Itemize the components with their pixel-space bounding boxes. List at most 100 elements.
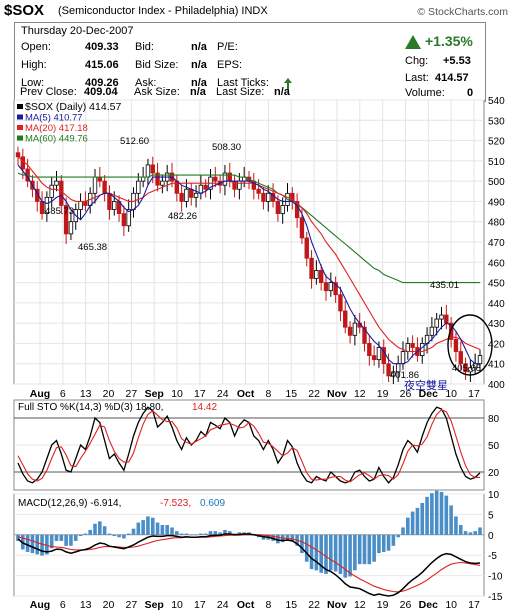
prev-close-value: 409.04 — [84, 86, 118, 98]
candle-body — [121, 213, 127, 227]
quote-date: Thursday 20-Dec-2007 — [21, 25, 134, 37]
macd-histogram-bar — [425, 496, 429, 535]
candle-body — [140, 176, 146, 182]
candle-body — [63, 205, 69, 235]
macd-histogram-bar — [194, 534, 198, 536]
macd-histogram-bar — [300, 534, 304, 554]
macd-tick-label: 0 — [488, 531, 494, 542]
macd-histogram-bar — [333, 534, 338, 572]
price-x-tick-label: Nov — [327, 388, 347, 400]
candle-body — [237, 180, 242, 190]
macd-histogram-bar — [35, 534, 40, 555]
price-tick-label: 480 — [488, 218, 505, 229]
macd-histogram-bar — [141, 520, 145, 535]
macd-histogram-bar — [203, 533, 208, 535]
macd-histogram-bar — [126, 533, 131, 535]
macd-histogram-bar — [473, 531, 477, 535]
macd-histogram-bar — [213, 531, 218, 535]
price-annotation: 435.01 — [430, 280, 459, 291]
low-label: Low: — [21, 77, 45, 89]
macd-histogram-bar — [179, 533, 184, 535]
macd-histogram-bar — [184, 533, 189, 535]
macd-x-tick-label: 17 — [194, 599, 206, 611]
macd-x-tick-label: 24 — [217, 599, 229, 611]
price-x-tick-label: Aug — [30, 388, 50, 400]
macd-histogram-bar — [434, 490, 439, 535]
candle-body — [78, 201, 83, 210]
symbol-title: $SOX — [4, 2, 45, 19]
last-label: Last: — [405, 72, 429, 84]
bid-value: n/a — [191, 41, 207, 53]
candle-body — [367, 343, 372, 356]
candle-body — [328, 282, 334, 292]
macd-histogram-bar — [338, 534, 343, 574]
price-x-tick-label: 20 — [103, 388, 115, 400]
price-x-tick-label: 10 — [445, 388, 457, 400]
macd-legend-label: MACD(12,26,9) -6.914, — [18, 498, 121, 509]
price-tick-label: 440 — [488, 299, 505, 310]
up-tick-icon — [284, 78, 292, 90]
price-x-tick-label: 22 — [308, 388, 320, 400]
lastsize-value: n/a — [274, 86, 290, 98]
macd-histogram-bar — [401, 527, 405, 535]
price-x-tick-label: 24 — [217, 388, 229, 400]
candle-body — [160, 180, 165, 186]
bidsize-label: Bid Size: — [135, 59, 179, 71]
macd-histogram-bar — [304, 534, 309, 562]
macd-x-tick-label: Sep — [145, 599, 164, 611]
macd-tick-label: -5 — [488, 551, 497, 562]
macd-histogram-bar — [112, 534, 117, 537]
candle-body — [92, 176, 98, 194]
sto-legend-value: 14.42 — [192, 402, 217, 413]
macd-histogram-bar — [189, 534, 194, 536]
candle-body — [145, 164, 151, 178]
macd-histogram-bar — [223, 529, 227, 535]
overlay-caption: 夜空雙星 — [404, 378, 448, 392]
macd-histogram-bar — [420, 502, 425, 535]
price-x-tick-label: 17 — [468, 388, 480, 400]
macd-histogram-bar — [227, 531, 232, 535]
price-x-tick-label: 27 — [126, 388, 138, 400]
candle-body — [347, 326, 353, 336]
prev-close-label: Prev Close: — [20, 86, 77, 98]
sto-tick-label: 80 — [488, 414, 500, 425]
price-tick-label: 530 — [488, 116, 505, 127]
candle-body — [468, 367, 473, 373]
pe-label: P/E: — [217, 41, 238, 53]
candle-body — [112, 201, 117, 210]
candle-body — [309, 257, 314, 279]
sto-legend-label: Full STO %K(14,3) %D(3) 18.80, — [18, 402, 163, 413]
candle-body — [439, 314, 444, 320]
price-x-tick-label: 19 — [377, 388, 389, 400]
macd-histogram-bar — [175, 531, 179, 535]
price-x-tick-label: 12 — [354, 388, 366, 400]
macd-histogram-bar — [122, 534, 126, 539]
macd-histogram-bar — [59, 534, 64, 541]
macd-histogram-bar — [309, 534, 314, 570]
macd-histogram-bar — [343, 534, 348, 578]
candle-body — [203, 184, 208, 190]
macd-x-tick-label: 6 — [60, 599, 66, 611]
price-legend-label: MA(20) 417.18 — [25, 123, 88, 134]
macd-histogram-bar — [45, 534, 49, 555]
macd-histogram-bar — [98, 521, 102, 535]
candle-body — [20, 156, 26, 170]
macd-histogram-bar — [353, 534, 357, 571]
macd-histogram-bar — [54, 534, 59, 541]
candle-body — [68, 221, 74, 235]
macd-histogram-bar — [199, 533, 203, 535]
candle-body — [184, 188, 189, 202]
macd-histogram-bar — [324, 534, 328, 574]
macd-histogram-bar — [131, 528, 136, 535]
macd-histogram-bar — [16, 534, 20, 541]
price-x-tick-label: 10 — [171, 388, 183, 400]
macd-x-tick-label: 10 — [445, 599, 457, 611]
price-annotation: 405.08 — [452, 363, 481, 374]
price-annotation: 485.73 — [45, 206, 74, 217]
candle-body — [227, 172, 232, 182]
sto-tick-label: 50 — [488, 441, 500, 452]
macd-histogram-bar — [102, 526, 107, 535]
macd-histogram-bar — [381, 534, 386, 552]
macd-x-tick-label: 13 — [80, 599, 92, 611]
